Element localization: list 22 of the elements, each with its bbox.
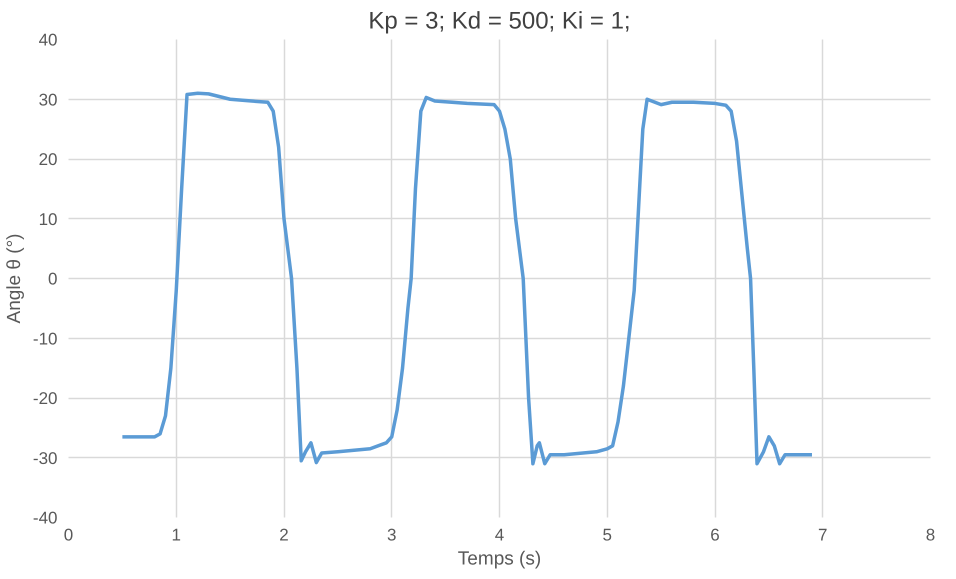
y-tick-label: -10	[32, 329, 58, 348]
x-tick-label: 1	[172, 526, 181, 544]
x-tick-label: 7	[818, 526, 828, 544]
y-tick-label: -20	[32, 389, 58, 408]
x-tick-label: 5	[602, 526, 612, 544]
x-tick-label: 0	[64, 526, 74, 544]
y-tick-label: 10	[38, 210, 58, 229]
y-tick-label: 30	[38, 90, 58, 110]
x-tick-label: 8	[926, 526, 936, 544]
y-tick-label: 40	[38, 30, 58, 50]
x-tick-label: 2	[279, 526, 289, 544]
chart-title: Kp = 3; Kd = 500; Ki = 1;	[368, 8, 631, 34]
x-tick-label: 4	[494, 526, 504, 544]
line-series	[120, 92, 814, 466]
x-tick-label: 6	[710, 526, 720, 544]
y-axis-title: Angle θ (°)	[4, 234, 25, 324]
y-tick-label: 20	[38, 150, 58, 169]
y-tick-label: 0	[48, 270, 58, 288]
x-tick-label: 3	[387, 526, 396, 544]
y-tick-label: -30	[32, 448, 58, 468]
y-tick-label: -40	[32, 508, 58, 528]
x-axis-title: Temps (s)	[458, 548, 542, 570]
